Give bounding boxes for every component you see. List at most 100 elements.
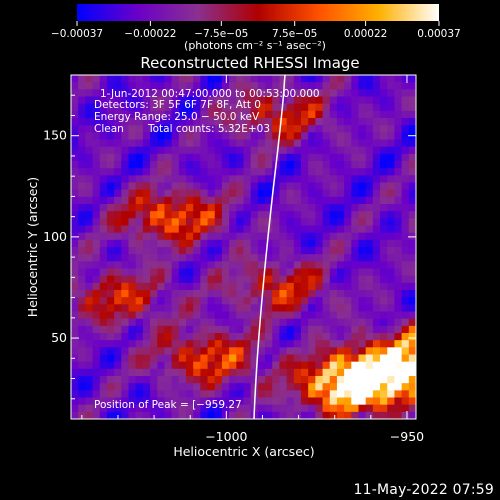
heatmap-cell — [193, 125, 201, 133]
heatmap-cell — [265, 182, 273, 191]
heatmap-cell — [236, 304, 245, 313]
heatmap-cell — [236, 376, 245, 384]
heatmap-cell — [243, 96, 252, 105]
heatmap-cell — [401, 297, 410, 305]
heatmap-cell — [351, 347, 360, 356]
heatmap-cell — [329, 282, 338, 291]
heatmap-cell — [344, 125, 352, 133]
heatmap-cell — [272, 390, 281, 399]
heatmap-cell — [279, 110, 288, 119]
heatmap-cell — [78, 333, 86, 341]
heatmap-cell — [315, 275, 324, 284]
heatmap-cell — [157, 397, 166, 406]
heatmap-cell — [358, 268, 367, 277]
heatmap-cell — [150, 103, 158, 112]
heatmap-cell — [322, 225, 331, 234]
heatmap-cell — [401, 239, 410, 248]
heatmap-cell — [92, 411, 101, 419]
heatmap-cell — [372, 125, 381, 133]
heatmap-cell — [221, 232, 230, 241]
heatmap-cell — [243, 211, 252, 219]
heatmap-cell — [336, 225, 345, 234]
heatmap-cell — [243, 275, 252, 284]
heatmap-cell — [250, 132, 259, 141]
heatmap-cell — [221, 125, 230, 133]
heatmap-cell — [279, 325, 288, 334]
heatmap-cell — [408, 261, 416, 270]
heatmap-cell — [85, 153, 94, 162]
heatmap-cell — [207, 146, 216, 155]
heatmap-cell — [265, 125, 273, 133]
heatmap-cell — [358, 161, 367, 169]
heatmap-cell — [351, 175, 360, 184]
heatmap-cell — [186, 153, 194, 162]
heatmap-cell — [171, 161, 180, 169]
heatmap-cell — [408, 82, 416, 90]
heatmap-cell — [92, 96, 101, 105]
heatmap-cell — [85, 218, 94, 227]
heatmap-cell — [78, 383, 86, 391]
heatmap-cell — [78, 361, 86, 370]
heatmap-cell — [171, 361, 180, 370]
heatmap-cell — [236, 311, 245, 320]
heatmap-cell — [351, 110, 360, 119]
heatmap-cell — [358, 218, 367, 227]
heatmap-cell — [85, 390, 94, 399]
heatmap-cell — [236, 161, 245, 169]
heatmap-cell — [365, 153, 374, 162]
heatmap-cell — [193, 383, 201, 391]
heatmap-cell — [336, 118, 345, 126]
heatmap-cell — [250, 139, 259, 148]
heatmap-cell — [99, 347, 108, 356]
heatmap-cell — [121, 368, 130, 377]
heatmap-cell — [265, 311, 273, 320]
heatmap-cell — [99, 318, 108, 327]
heatmap-cell — [106, 139, 115, 148]
heatmap-cell — [71, 311, 79, 320]
heatmap-cell — [207, 333, 216, 341]
heatmap-cell — [171, 153, 180, 162]
heatmap-cell — [229, 89, 237, 98]
heatmap-cell — [178, 354, 187, 363]
heatmap-cell — [394, 247, 403, 255]
heatmap-cell — [106, 89, 115, 98]
heatmap-cell — [99, 397, 108, 406]
heatmap-cell — [286, 304, 295, 313]
heatmap-cell — [257, 247, 266, 255]
heatmap-cell — [358, 340, 367, 348]
heatmap-cell — [301, 82, 309, 90]
heatmap-cell — [200, 411, 209, 419]
heatmap-cell — [193, 368, 201, 377]
heatmap-cell — [99, 275, 108, 284]
heatmap-cell — [265, 390, 273, 399]
heatmap-cell — [164, 282, 173, 291]
heatmap-cell — [394, 75, 403, 83]
heatmap-cell — [358, 397, 367, 406]
heatmap-cell — [336, 297, 345, 305]
heatmap-cell — [301, 239, 309, 248]
heatmap-cell — [308, 110, 316, 119]
heatmap-cell — [207, 282, 216, 291]
heatmap-cell — [243, 333, 252, 341]
heatmap-cell — [293, 182, 302, 191]
heatmap-cell — [186, 239, 194, 248]
heatmap-cell — [358, 175, 367, 184]
heatmap-cell — [200, 139, 209, 148]
heatmap-cell — [157, 89, 166, 98]
heatmap-cell — [150, 168, 158, 176]
heatmap-cell — [128, 225, 137, 234]
heatmap-cell — [200, 397, 209, 406]
heatmap-cell — [229, 182, 237, 191]
heatmap-cell — [293, 333, 302, 341]
heatmap-cell — [257, 354, 266, 363]
heatmap-cell — [394, 82, 403, 90]
heatmap-cell — [322, 347, 331, 356]
heatmap-cell — [229, 383, 237, 391]
heatmap-cell — [351, 218, 360, 227]
heatmap-cell — [301, 153, 309, 162]
heatmap-cell — [186, 333, 194, 341]
heatmap-cell — [135, 75, 144, 83]
heatmap-cell — [315, 404, 324, 413]
heatmap-cell — [135, 204, 144, 212]
heatmap-cell — [329, 118, 338, 126]
